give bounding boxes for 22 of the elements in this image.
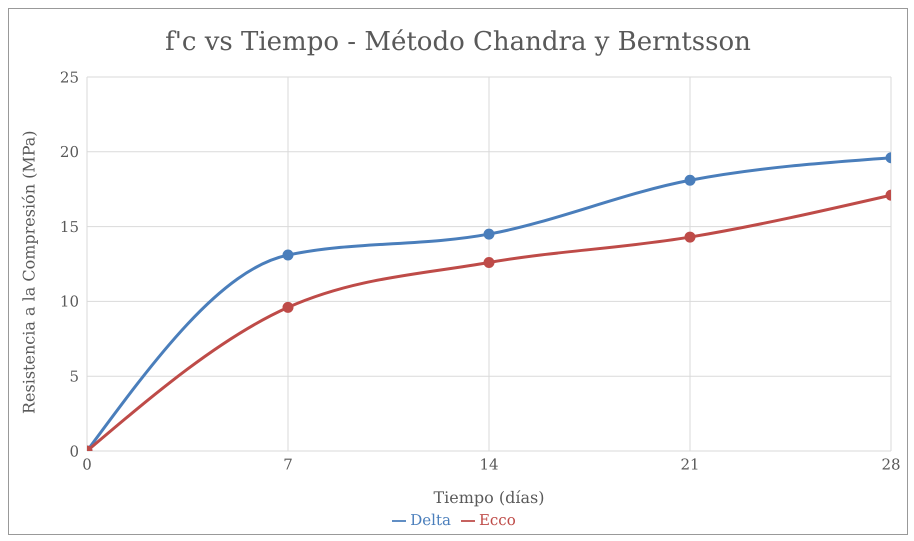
point (282, 302, 294, 313)
y-tick-label: 10 (60, 292, 79, 311)
point (684, 174, 696, 186)
y-axis-title: Resistencia a la Compresión (MPa) (20, 130, 39, 414)
point (282, 250, 294, 261)
y-tick-label: 15 (60, 218, 79, 236)
y-tick-label: 5 (69, 368, 79, 386)
y-tick-label: 0 (69, 442, 79, 460)
x-tick-label: 21 (680, 456, 700, 474)
legend-label: Ecco (478, 511, 516, 529)
x-tick-label: 7 (283, 456, 293, 474)
chart-title: f'c vs Tiempo - Método Chandra y Berntsson (164, 27, 752, 59)
x-tick-label: 14 (479, 456, 499, 474)
x-axis-title: Tiempo (días) (434, 488, 544, 507)
legend-label: Delta (410, 511, 451, 529)
y-tick-label: 25 (60, 68, 79, 86)
point (484, 228, 494, 240)
x-tick-label: 28 (881, 456, 901, 474)
point (484, 257, 494, 268)
x-tick-label: 0 (82, 456, 92, 474)
point (684, 232, 696, 243)
y-tick-label: 20 (60, 143, 79, 162)
